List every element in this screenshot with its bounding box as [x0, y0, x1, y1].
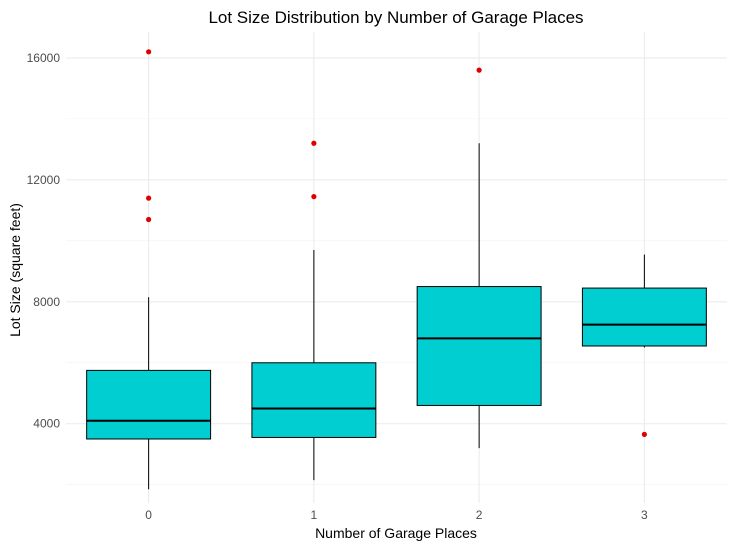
- box-group-3: [581, 254, 707, 348]
- x-axis-title: Number of Garage Places: [315, 525, 477, 541]
- y-axis-title: Lot Size (square feet): [7, 203, 23, 337]
- y-tick-label: 8000: [33, 295, 60, 309]
- box-iqr: [581, 287, 707, 347]
- box-group-0: [86, 297, 212, 490]
- y-tick-label: 4000: [33, 417, 60, 431]
- outlier-point: [641, 431, 647, 438]
- outlier-points: [146, 49, 647, 438]
- chart-title: Lot Size Distribution by Number of Garag…: [208, 8, 583, 27]
- outlier-point: [476, 67, 482, 73]
- x-tick-label: 3: [641, 508, 648, 522]
- outlier-point: [311, 140, 317, 146]
- box-iqr: [251, 362, 377, 438]
- box-group-2: [416, 143, 542, 449]
- x-axis-ticks: 0 1 2 3: [145, 508, 648, 522]
- x-tick-label: 1: [311, 508, 318, 522]
- box-group-1: [251, 249, 377, 481]
- outlier-point: [146, 195, 152, 201]
- y-tick-label: 12000: [27, 173, 61, 187]
- x-tick-label: 0: [145, 508, 152, 522]
- box-iqr: [86, 369, 212, 440]
- y-tick-label: 16000: [27, 51, 61, 65]
- x-tick-label: 2: [476, 508, 483, 522]
- outlier-point: [146, 216, 152, 223]
- box-iqr: [416, 286, 542, 406]
- outlier-point: [146, 49, 152, 55]
- box-series: [86, 143, 707, 490]
- outlier-point: [311, 194, 317, 200]
- y-axis-ticks: 4000 8000 12000 16000: [27, 51, 61, 431]
